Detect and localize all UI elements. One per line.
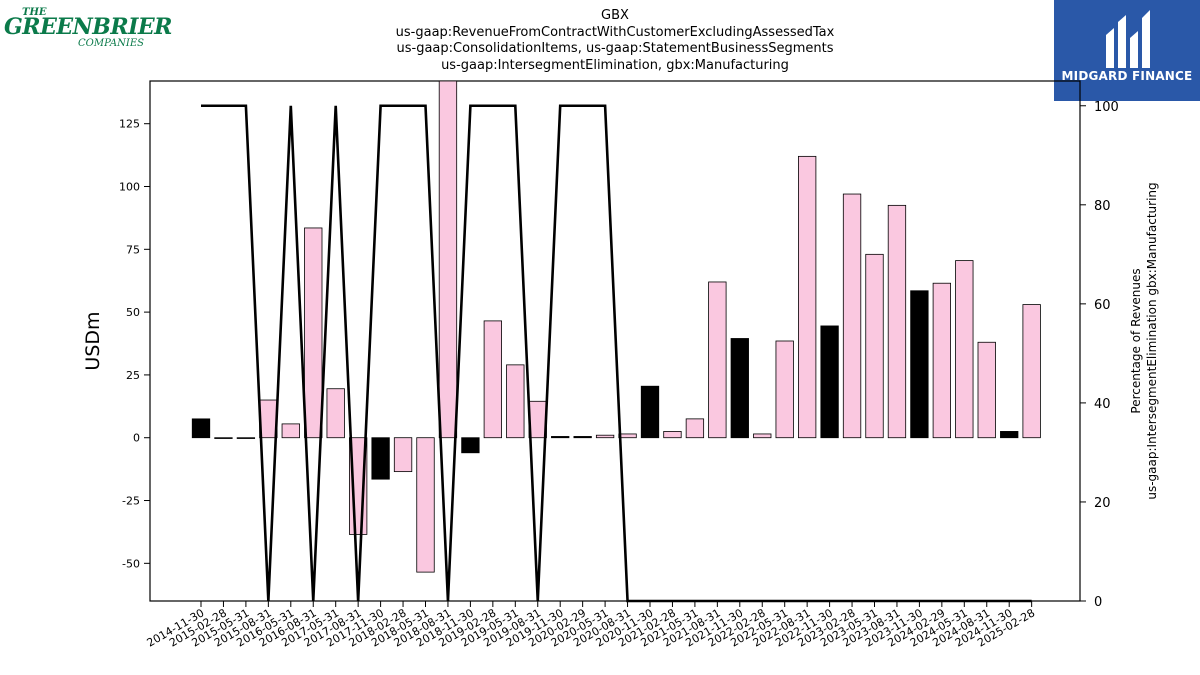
y2-tick-label: 100 bbox=[1094, 100, 1119, 115]
bar-2023-08-31 bbox=[887, 204, 907, 439]
bar-2017-11-30 bbox=[371, 437, 390, 480]
bar-2025-02-28 bbox=[1022, 304, 1041, 439]
title-line-1: GBX bbox=[601, 8, 629, 23]
bar-2016-05-31 bbox=[281, 423, 300, 439]
right-axis: 0 20 40 60 80 100 bbox=[1080, 100, 1119, 610]
bar-2022-11-30 bbox=[820, 325, 839, 439]
bar-2014-11-30 bbox=[191, 418, 211, 439]
bar-2024-11-30 bbox=[1000, 431, 1019, 439]
y-axis-label: USDm bbox=[82, 311, 104, 370]
bar-2015-02-28 bbox=[214, 437, 233, 439]
bar-2023-11-30 bbox=[910, 290, 929, 439]
bar-2020-08-31 bbox=[618, 433, 637, 439]
logo-main-text: GREENBRIER bbox=[4, 14, 172, 40]
y2-axis-label-line-2: us-gaap:IntersegmentElimination gbx:Manu… bbox=[1145, 182, 1159, 499]
midgard-brand-text: MIDGARD FINANCE bbox=[1061, 69, 1193, 83]
percentage-line bbox=[201, 104, 1032, 603]
bar-2022-08-31 bbox=[798, 155, 817, 439]
bar-2020-05-31 bbox=[595, 434, 615, 439]
y-tick-label: 125 bbox=[119, 118, 140, 131]
bar-2021-08-31 bbox=[708, 281, 727, 439]
midgard-finance-logo: MIDGARD FINANCE bbox=[1054, 0, 1200, 101]
bar-2019-08-31 bbox=[528, 400, 547, 439]
left-axis: -50 -25 0 25 50 75 100 125 bbox=[119, 118, 150, 570]
line-group bbox=[201, 104, 1032, 603]
title-line-2: us-gaap:RevenueFromContractWithCustomerE… bbox=[395, 25, 835, 40]
y-tick-label: -25 bbox=[122, 495, 140, 508]
bar-2021-02-28 bbox=[663, 431, 682, 439]
bar-2015-05-31 bbox=[236, 437, 256, 439]
y-tick-label: 100 bbox=[119, 181, 140, 194]
y2-tick-label: 60 bbox=[1094, 298, 1111, 313]
bar-2021-05-31 bbox=[685, 418, 705, 439]
bar-2024-05-31 bbox=[955, 260, 974, 439]
y-tick-label: 25 bbox=[126, 369, 140, 382]
plot-border bbox=[149, 80, 1081, 602]
y2-axis-label-line-1: Percentage of Revenues bbox=[1129, 268, 1143, 413]
y2-tick-label: 80 bbox=[1094, 199, 1111, 214]
bar-2017-05-31 bbox=[326, 388, 345, 439]
bar-2020-02-29 bbox=[573, 436, 592, 439]
bar-2022-02-28 bbox=[753, 433, 772, 439]
bar-2018-02-28 bbox=[393, 437, 413, 473]
bar-2018-11-30 bbox=[461, 437, 480, 454]
title-line-4: us-gaap:IntersegmentElimination, gbx:Man… bbox=[441, 58, 789, 73]
greenbrier-logo: THE GREENBRIER COMPANIES bbox=[4, 4, 172, 52]
bars-group bbox=[191, 80, 1041, 573]
y-tick-label: 0 bbox=[133, 432, 140, 445]
title-line-3: us-gaap:ConsolidationItems, us-gaap:Stat… bbox=[396, 41, 834, 56]
bar-2018-05-31 bbox=[416, 437, 435, 573]
bar-2018-08-31 bbox=[438, 80, 458, 439]
bar-2019-11-30 bbox=[551, 436, 570, 439]
bar-2019-02-28 bbox=[483, 320, 503, 439]
y2-tick-label: 0 bbox=[1094, 595, 1102, 610]
bar-2023-05-31 bbox=[865, 253, 884, 439]
y-tick-label: -50 bbox=[122, 557, 140, 570]
bar-2015-08-31 bbox=[259, 399, 278, 439]
bar-2024-08-31 bbox=[977, 341, 996, 439]
bar-2020-11-30 bbox=[640, 385, 660, 439]
logo-bottom-text: COMPANIES bbox=[78, 38, 144, 49]
bar-2016-08-31 bbox=[304, 227, 323, 439]
bar-2022-05-31 bbox=[775, 340, 794, 439]
bar-2021-11-30 bbox=[730, 338, 749, 439]
logo-top-text: THE bbox=[22, 7, 47, 18]
y2-tick-label: 40 bbox=[1094, 397, 1111, 412]
x-axis: 2014-11-302015-02-282015-05-312015-08-31… bbox=[145, 601, 1037, 650]
y2-tick-label: 20 bbox=[1094, 496, 1111, 511]
bar-2019-05-31 bbox=[506, 364, 525, 439]
y-tick-label: 50 bbox=[126, 306, 140, 319]
y-tick-label: 75 bbox=[126, 243, 140, 256]
midgard-emblem-icon bbox=[1106, 10, 1150, 68]
bar-2023-02-28 bbox=[842, 193, 862, 439]
bar-2024-02-29 bbox=[932, 282, 951, 439]
plot-frame bbox=[149, 80, 1081, 602]
